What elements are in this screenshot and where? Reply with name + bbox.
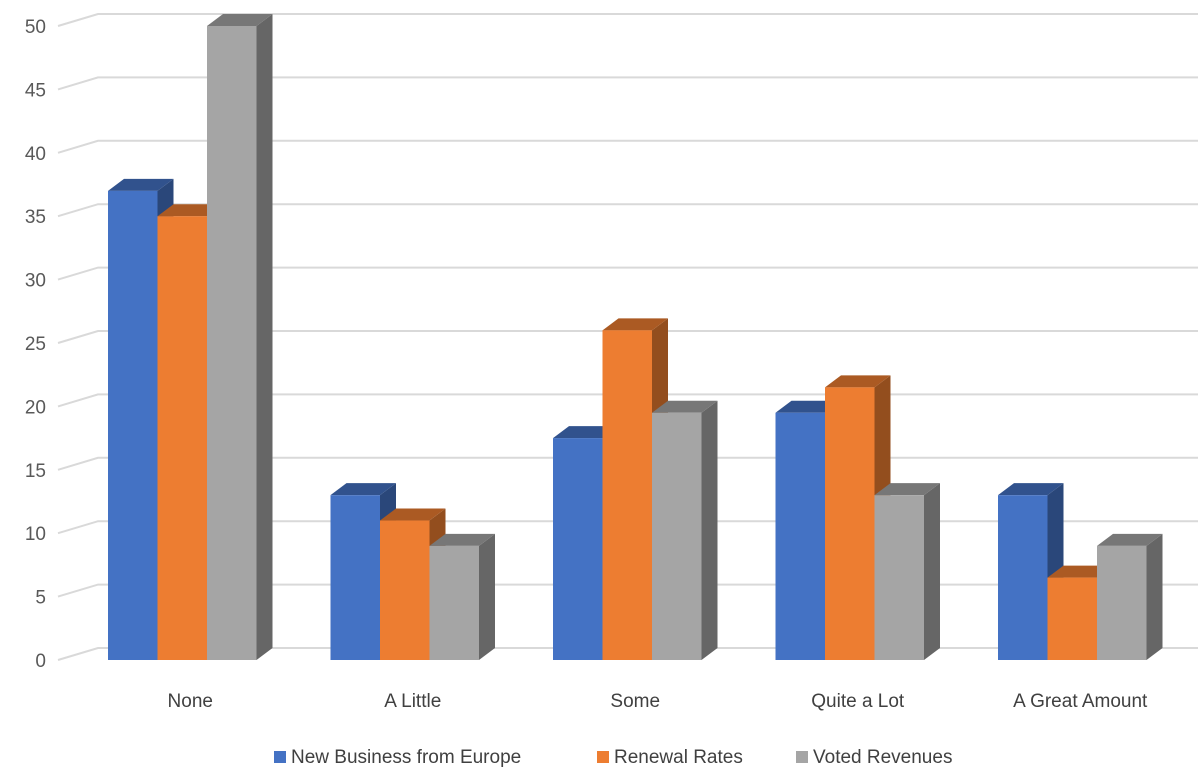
bar-front-face — [380, 520, 430, 660]
bar-front-face — [602, 330, 652, 660]
bar-top-face — [157, 204, 223, 217]
y-tick-label: 40 — [25, 144, 46, 165]
legend-item: Voted Revenues — [796, 747, 952, 768]
bar-top-face — [380, 508, 446, 521]
bar-front-face — [998, 495, 1048, 660]
x-category-label: Some — [610, 691, 660, 712]
bar-top-face — [108, 178, 174, 191]
y-tick-label: 5 — [35, 588, 46, 609]
legend-item: Renewal Rates — [597, 747, 743, 768]
bar-front-face — [207, 26, 257, 660]
gridline — [57, 266, 1198, 281]
legend-label: Voted Revenues — [813, 747, 952, 768]
gridline — [57, 330, 1198, 344]
legend-swatch — [597, 751, 609, 763]
x-category-label: None — [168, 691, 213, 712]
bar-front-face — [775, 412, 825, 660]
gridline — [57, 139, 1198, 154]
bar-top-face — [330, 483, 396, 496]
bar — [998, 483, 1064, 660]
gridline — [57, 203, 1198, 218]
bar-top-face — [1047, 565, 1113, 578]
y-tick-label: 15 — [25, 461, 46, 482]
bar-side-face — [1146, 533, 1163, 660]
bar-side-face — [479, 533, 495, 660]
bar-top-face — [998, 483, 1064, 496]
gridline — [57, 13, 1198, 27]
y-axis-tick-labels: 0 5 10 15 20 25 30 35 40 45 50 — [25, 17, 46, 672]
legend: New Business from Europe Renewal Rates Vot… — [274, 747, 952, 768]
bar-front-face — [108, 190, 158, 660]
bar-front-face — [330, 495, 380, 660]
legend-label: New Business from Europe — [291, 747, 521, 768]
bar — [1097, 533, 1163, 660]
bar-top-face — [553, 426, 619, 439]
bar — [429, 533, 495, 660]
bar-front-face — [825, 387, 875, 660]
bars — [108, 14, 1163, 660]
bar-front-face — [1097, 545, 1147, 660]
x-category-label: A Little — [384, 691, 441, 712]
bar-front-face — [429, 545, 479, 660]
gridlines — [57, 13, 1198, 661]
bar-side-face — [256, 14, 273, 660]
bar-top-face — [874, 483, 940, 496]
bar-front-face — [1047, 577, 1097, 660]
y-tick-label: 0 — [35, 651, 46, 672]
x-category-label: Quite a Lot — [811, 691, 905, 712]
y-tick-label: 35 — [25, 207, 46, 228]
legend-swatch — [796, 751, 808, 763]
bar — [874, 483, 940, 660]
bar-front-face — [157, 216, 207, 660]
bar-front-face — [652, 412, 702, 660]
y-tick-label: 25 — [25, 334, 46, 355]
bar-side-face — [701, 400, 718, 660]
y-tick-label: 20 — [25, 397, 46, 418]
bar-top-face — [602, 318, 668, 331]
legend-swatch — [274, 751, 286, 763]
y-tick-label: 50 — [25, 17, 46, 38]
bar — [652, 400, 718, 660]
bar-front-face — [553, 438, 603, 660]
legend-item: New Business from Europe — [274, 747, 521, 768]
bar — [1047, 565, 1113, 660]
x-category-label: A Great Amount — [1013, 691, 1148, 712]
gridline — [57, 76, 1198, 91]
y-tick-label: 30 — [25, 271, 46, 292]
x-axis-category-labels: None A Little Some Quite a Lot A Great Amoun… — [168, 691, 1148, 712]
bar-front-face — [874, 495, 924, 660]
bar-side-face — [924, 483, 940, 660]
bar-top-face — [825, 375, 891, 388]
bar — [207, 14, 273, 660]
bar-top-face — [429, 533, 495, 546]
legend-label: Renewal Rates — [614, 747, 743, 768]
bar-top-face — [775, 400, 841, 413]
bar-top-face — [207, 14, 273, 26]
bar-top-face — [652, 400, 718, 413]
y-tick-label: 45 — [25, 80, 46, 101]
y-tick-label: 10 — [25, 524, 46, 545]
bar-top-face — [1097, 533, 1163, 546]
